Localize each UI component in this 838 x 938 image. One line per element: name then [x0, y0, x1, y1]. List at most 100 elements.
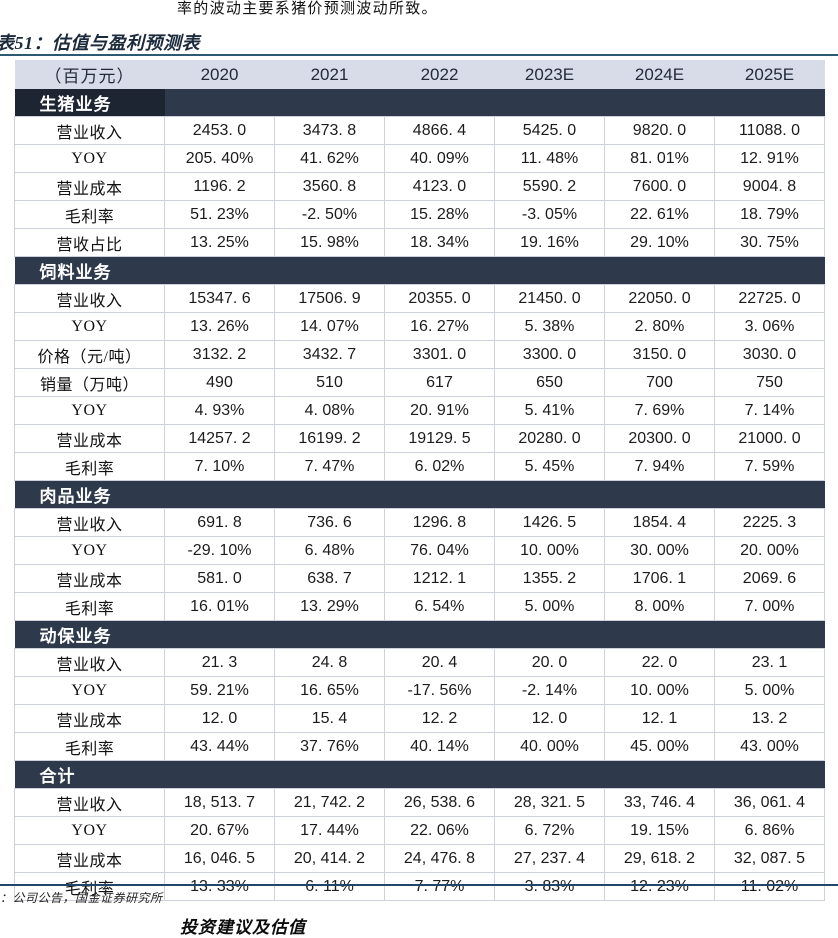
title-rule: [0, 54, 838, 56]
value-cell: 32, 087. 5: [714, 844, 825, 873]
value-cell: 8. 00%: [604, 592, 715, 621]
value-cell: 20355. 0: [384, 284, 495, 313]
value-cell: 691. 8: [164, 508, 275, 537]
value-cell: 4123. 0: [384, 172, 495, 201]
value-cell: 3300. 0: [494, 340, 605, 369]
row-label: 销量（万吨）: [14, 368, 165, 397]
value-cell: 581. 0: [164, 564, 275, 593]
value-cell: 20. 67%: [164, 816, 275, 845]
value-cell: 21. 3: [164, 648, 275, 677]
value-cell: 76. 04%: [384, 536, 495, 565]
row-label: YOY: [14, 144, 165, 173]
paragraph-fragment: 率的波动主要系猪价预测波动所致。: [177, 1, 438, 17]
column-header-2023e: 2023E: [494, 60, 605, 89]
value-cell: 13. 25%: [164, 228, 275, 257]
value-cell: 7. 94%: [604, 452, 715, 481]
value-cell: 21450. 0: [494, 284, 605, 313]
row-label: 营业收入: [14, 508, 165, 537]
value-cell: 28, 321. 5: [494, 788, 605, 817]
value-cell: 37. 76%: [274, 732, 385, 761]
value-cell: 40. 09%: [384, 144, 495, 173]
value-cell: 12. 91%: [714, 144, 825, 173]
value-cell: 29, 618. 2: [604, 844, 715, 873]
value-cell: 7. 59%: [714, 452, 825, 481]
value-cell: 21000. 0: [714, 424, 825, 453]
column-header-2021: 2021: [274, 60, 385, 89]
value-cell: 12. 0: [164, 704, 275, 733]
value-cell: 1355. 2: [494, 564, 605, 593]
table-row: YOY 59. 21% 16. 65% -17. 56% -2. 14% 10. 00% 5…: [14, 676, 825, 705]
value-cell: 29. 10%: [604, 228, 715, 257]
table-row: 毛利率 13. 33% 6. 11% 7. 77% 3. 83% 12. 23% 11. 0…: [14, 872, 825, 901]
value-cell: 33, 746. 4: [604, 788, 715, 817]
table-row: YOY 20. 67% 17. 44% 22. 06% 6. 72% 19. 15% 6. …: [14, 816, 825, 845]
row-label: 毛利率: [14, 592, 165, 621]
value-cell: 3. 83%: [494, 872, 605, 901]
value-cell: 20280. 0: [494, 424, 605, 453]
value-cell: 6. 54%: [384, 592, 495, 621]
value-cell: 12. 0: [494, 704, 605, 733]
value-cell: -3. 05%: [494, 200, 605, 229]
value-cell: 2069. 6: [714, 564, 825, 593]
value-cell: 20. 0: [494, 648, 605, 677]
value-cell: 9820. 0: [604, 116, 715, 145]
value-cell: 22725. 0: [714, 284, 825, 313]
value-cell: 26, 538. 6: [384, 788, 495, 817]
value-cell: 16. 01%: [164, 592, 275, 621]
footer-rule: [0, 884, 838, 886]
value-cell: 11. 02%: [714, 872, 825, 901]
value-cell: 22. 61%: [604, 200, 715, 229]
value-cell: 1706. 1: [604, 564, 715, 593]
value-cell: 1212. 1: [384, 564, 495, 593]
value-cell: 3150. 0: [604, 340, 715, 369]
row-label: 营业成本: [14, 424, 165, 453]
value-cell: 5590. 2: [494, 172, 605, 201]
section-title: 肉品业务: [14, 480, 165, 509]
value-cell: 7. 00%: [714, 592, 825, 621]
value-cell: 2453. 0: [164, 116, 275, 145]
table-row: YOY 205. 40% 41. 62% 40. 09% 11. 48% 81. 01% 1…: [14, 144, 825, 173]
value-cell: 2225. 3: [714, 508, 825, 537]
value-cell: 1426. 5: [494, 508, 605, 537]
row-label: 毛利率: [14, 732, 165, 761]
table-row: 营业成本 14257. 2 16199. 2 19129. 5 20280. 0 2030…: [14, 424, 825, 453]
row-label: 营业成本: [14, 564, 165, 593]
value-cell: 20. 91%: [384, 396, 495, 425]
row-label: 营业收入: [14, 284, 165, 313]
value-cell: 700: [604, 368, 715, 397]
value-cell: 16. 65%: [274, 676, 385, 705]
value-cell: 11. 48%: [494, 144, 605, 173]
value-cell: 510: [274, 368, 385, 397]
value-cell: 21, 742. 2: [274, 788, 385, 817]
value-cell: 18, 513. 7: [164, 788, 275, 817]
value-cell: 36, 061. 4: [714, 788, 825, 817]
value-cell: 650: [494, 368, 605, 397]
value-cell: 5. 00%: [494, 592, 605, 621]
value-cell: 736. 6: [274, 508, 385, 537]
value-cell: 19. 16%: [494, 228, 605, 257]
value-cell: 15. 4: [274, 704, 385, 733]
table-row: 营业成本 12. 0 15. 4 12. 2 12. 0 12. 1 13. 2: [14, 704, 825, 733]
value-cell: 3560. 8: [274, 172, 385, 201]
value-cell: 13. 29%: [274, 592, 385, 621]
value-cell: 4. 08%: [274, 396, 385, 425]
value-cell: 1196. 2: [164, 172, 275, 201]
section-header-fill: [164, 89, 825, 117]
section-header-fill: [164, 480, 825, 509]
value-cell: 51. 23%: [164, 200, 275, 229]
value-cell: 20300. 0: [604, 424, 715, 453]
value-cell: -29. 10%: [164, 536, 275, 565]
value-cell: 7. 14%: [714, 396, 825, 425]
row-label: 营业成本: [14, 704, 165, 733]
value-cell: 40. 14%: [384, 732, 495, 761]
value-cell: 7. 47%: [274, 452, 385, 481]
value-cell: 750: [714, 368, 825, 397]
section-title: 生猪业务: [14, 89, 165, 117]
value-cell: 3432. 7: [274, 340, 385, 369]
value-cell: 18. 34%: [384, 228, 495, 257]
value-cell: 81. 01%: [604, 144, 715, 173]
row-label: 营业收入: [14, 116, 165, 145]
value-cell: 7600. 0: [604, 172, 715, 201]
